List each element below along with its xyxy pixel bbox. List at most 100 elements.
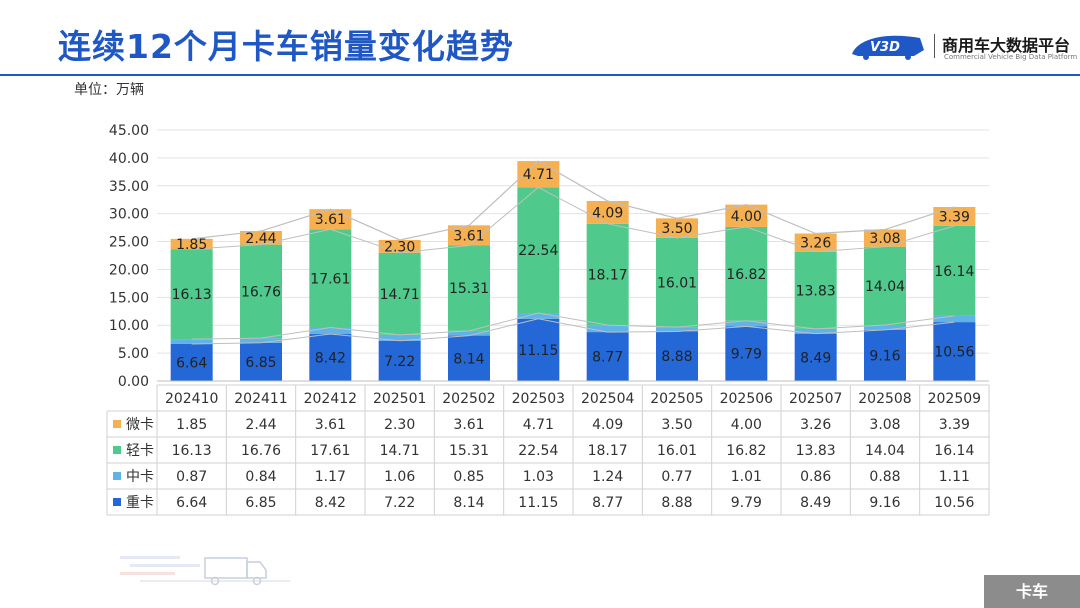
data-label-light: 18.17 — [588, 267, 628, 283]
data-label-heavy: 8.49 — [800, 350, 831, 366]
table-cell-medium: 0.85 — [453, 469, 484, 485]
bar-segment-light — [448, 245, 490, 331]
x-tick-label: 202509 — [928, 391, 981, 407]
truck-logo-icon: V3D — [852, 35, 924, 60]
bar-segment-light — [517, 187, 560, 314]
logo-separator — [934, 34, 935, 58]
bar-segment-light — [309, 229, 352, 328]
logo-subtitle: Commercial Vehicle Big Data Platform — [944, 53, 1078, 61]
bar-segment-mini — [794, 233, 837, 252]
data-label-heavy: 6.64 — [176, 355, 207, 371]
data-label-mini: 4.09 — [592, 205, 623, 221]
legend-label-light: 轻卡 — [126, 443, 154, 459]
y-tick-label: 5.00 — [118, 346, 149, 362]
bar-segment-medium — [864, 324, 906, 330]
table-cell-heavy: 8.14 — [453, 495, 484, 511]
table-cell-light: 22.54 — [518, 443, 558, 459]
table-cell-mini: 1.85 — [176, 417, 207, 433]
table-cell-medium: 0.88 — [869, 469, 900, 485]
x-tick-label: 202505 — [650, 391, 703, 407]
y-tick-label: 30.00 — [109, 207, 149, 223]
data-label-heavy: 7.22 — [384, 354, 415, 370]
bar-segment-heavy — [240, 342, 282, 381]
table-cell-light: 14.71 — [380, 443, 420, 459]
x-tick-label: 202412 — [304, 391, 357, 407]
x-tick-label: 202504 — [581, 391, 635, 407]
bar-segment-mini — [725, 204, 768, 227]
y-tick-label: 15.00 — [109, 290, 149, 306]
data-label-mini: 3.61 — [453, 228, 484, 244]
segment-trend-line — [191, 318, 955, 345]
y-tick-label: 20.00 — [109, 262, 149, 278]
logo-mark-text: V3D — [870, 40, 900, 55]
data-label-light: 14.04 — [865, 279, 905, 295]
bar-segment-light — [933, 225, 976, 316]
data-label-heavy: 9.16 — [869, 348, 900, 364]
bar-segment-heavy — [864, 329, 906, 381]
table-cell-medium: 0.77 — [661, 469, 692, 485]
table-cell-heavy: 8.42 — [315, 495, 346, 511]
table-cell-mini: 3.61 — [315, 417, 346, 433]
bar-segment-heavy — [448, 335, 490, 381]
bar-segment-heavy — [586, 332, 629, 381]
table-cell-light: 16.82 — [726, 443, 766, 459]
legend-label-heavy: 重卡 — [126, 495, 154, 511]
x-tick-label: 202502 — [442, 391, 495, 407]
legend-swatch-heavy — [113, 498, 121, 506]
table-cell-medium: 1.11 — [939, 469, 970, 485]
data-label-light: 22.54 — [518, 243, 558, 259]
table-cell-light: 16.13 — [172, 443, 212, 459]
segment-trend-line — [191, 186, 955, 254]
data-label-light: 16.14 — [934, 264, 974, 280]
bar-segment-light — [794, 251, 837, 329]
bar-segment-light — [378, 252, 421, 335]
table-cell-heavy: 11.15 — [518, 495, 558, 511]
bar-segment-medium — [170, 339, 213, 344]
bar-segment-light — [864, 246, 906, 325]
table-cell-heavy: 9.16 — [869, 495, 900, 511]
table-cell-light: 16.76 — [241, 443, 281, 459]
x-tick-label: 202507 — [789, 391, 842, 407]
bar-segment-heavy — [933, 322, 976, 381]
bar-segment-heavy — [378, 340, 421, 381]
page-title: 连续12个月卡车销量变化趋势 — [58, 27, 514, 66]
bar-segment-mini — [933, 206, 976, 226]
table-cell-light: 13.83 — [796, 443, 836, 459]
x-tick-label: 202503 — [512, 391, 565, 407]
bar-segment-mini — [656, 218, 698, 238]
data-label-heavy: 8.14 — [453, 351, 484, 367]
table-cell-mini: 2.44 — [245, 417, 276, 433]
data-label-mini: 3.39 — [939, 209, 970, 225]
legend-label-mini: 微卡 — [126, 417, 154, 433]
bar-segment-medium — [794, 328, 837, 334]
bar-segment-heavy — [517, 318, 560, 381]
data-label-heavy: 8.88 — [661, 349, 692, 365]
table-cell-mini: 4.09 — [592, 417, 623, 433]
table-cell-mini: 3.61 — [453, 417, 484, 433]
table-cell-mini: 4.00 — [731, 417, 762, 433]
table-cell-heavy: 8.77 — [592, 495, 623, 511]
table-cell-mini: 3.50 — [661, 417, 692, 433]
bar-segment-light — [240, 244, 282, 339]
table-cell-light: 18.17 — [588, 443, 628, 459]
table-cell-mini: 3.26 — [800, 417, 831, 433]
bar-segment-heavy — [725, 326, 768, 381]
legend-swatch-mini — [113, 420, 121, 428]
x-tick-label: 202410 — [165, 391, 218, 407]
data-label-mini: 4.71 — [523, 167, 554, 183]
table-cell-medium: 0.84 — [245, 469, 276, 485]
bar-segment-medium — [309, 327, 352, 335]
bar-segment-mini — [864, 229, 906, 247]
bar-segment-medium — [586, 325, 629, 333]
bar-segment-medium — [448, 330, 490, 336]
table-cell-heavy: 10.56 — [934, 495, 974, 511]
bar-segment-light — [586, 223, 629, 326]
bar-segment-light — [170, 249, 213, 340]
table-cell-heavy: 9.79 — [731, 495, 762, 511]
truck-decoration-icon — [120, 556, 290, 586]
data-label-heavy: 6.85 — [245, 355, 276, 371]
data-label-mini: 3.61 — [315, 212, 346, 228]
table-cell-mini: 2.30 — [384, 417, 415, 433]
bar-segment-medium — [933, 315, 976, 323]
